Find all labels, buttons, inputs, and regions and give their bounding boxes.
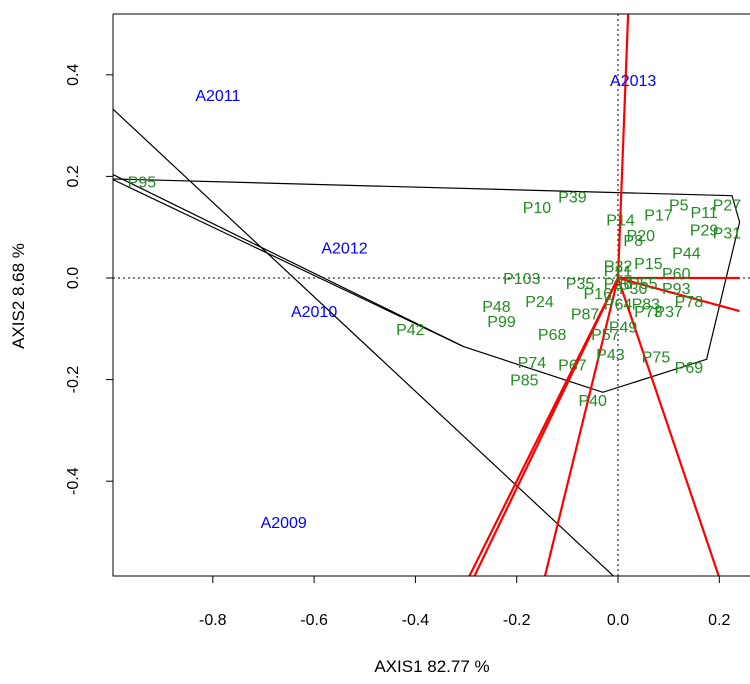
x-tick-label: 0.2 (708, 612, 730, 629)
genotype-label-p11: P11 (690, 205, 717, 222)
genotype-label-p29: P29 (690, 223, 719, 240)
genotype-label-p35: P35 (566, 276, 595, 293)
environment-label-a2009: A2009 (261, 515, 307, 532)
genotype-label-p15: P15 (634, 256, 663, 273)
environment-labels: A2011 A2013 A2012 A2010 A2009 (195, 73, 656, 532)
genotype-label-p27: P27 (713, 197, 742, 214)
environment-vector-4 (616, 277, 720, 576)
genotype-label-p55: P55 (629, 276, 658, 293)
genotype-label-p95: P95 (128, 174, 157, 191)
genotype-label-p16: P16 (584, 286, 613, 303)
perpendicular-line-2 (113, 173, 464, 348)
x-axis: -0.8 -0.6 -0.4 -0.2 0.0 0.2 (199, 576, 731, 629)
x-tick-label: -0.6 (300, 612, 328, 629)
genotype-label-p40: P40 (578, 393, 607, 410)
perpendicular-lines (113, 108, 615, 576)
environment-vector-7 (473, 277, 619, 576)
genotype-label-p103: P103 (503, 271, 540, 288)
genotype-label-p31: P31 (713, 225, 742, 242)
genotype-label-p87: P87 (571, 307, 600, 324)
genotype-label-p30: P30 (619, 281, 648, 298)
genotype-label-p24: P24 (525, 294, 554, 311)
genotype-label-p67: P67 (558, 357, 587, 374)
environment-label-a2011: A2011 (195, 88, 240, 105)
genotype-label-p20: P20 (627, 228, 656, 245)
genotype-label-p8: P8 (623, 233, 643, 250)
genotype-label-p60: P60 (662, 266, 691, 283)
y-axis: -0.4 -0.2 0.0 0.2 0.4 (65, 64, 113, 495)
y-tick-label: -0.4 (65, 467, 82, 495)
x-tick-label: 0.0 (607, 612, 629, 629)
y-tick-label: -0.2 (65, 366, 82, 394)
environment-label-a2013: A2013 (610, 73, 656, 90)
perpendicular-line-1 (113, 108, 615, 576)
x-tick-label: -0.8 (199, 612, 227, 629)
y-tick-label: 0.4 (65, 64, 82, 86)
environment-vector-5 (543, 277, 620, 576)
environment-label-a2010: A2010 (291, 304, 337, 321)
environment-vector-3 (617, 276, 740, 313)
genotype-label-p5: P5 (669, 197, 689, 214)
genotype-label-p74: P74 (518, 355, 547, 372)
genotype-label-p93: P93 (662, 281, 691, 298)
plot-frame (112, 13, 750, 577)
genotype-label-p64: P64 (604, 296, 633, 313)
genotype-label-p83: P83 (632, 296, 661, 313)
genotype-label-p43: P43 (596, 347, 625, 364)
genotype-label-p75: P75 (642, 350, 671, 367)
genotype-label-p26: P26 (604, 276, 633, 293)
genotype-label-p44: P44 (672, 246, 701, 263)
environment-vectors (468, 14, 740, 576)
environment-label-a2012: A2012 (321, 241, 367, 258)
genotype-label-p39: P39 (558, 190, 587, 207)
genotype-label-p14: P14 (606, 213, 635, 230)
genotype-label-p48: P48 (482, 299, 511, 316)
genotype-label-p57: P57 (591, 327, 620, 344)
genotype-label-p17: P17 (644, 208, 673, 225)
environment-vector-1 (616, 14, 630, 279)
y-tick-label: 0.2 (65, 165, 82, 187)
genotype-label-p78: P78 (675, 294, 704, 311)
genotype-label-p73: P73 (634, 304, 663, 321)
genotype-label-p85: P85 (510, 373, 539, 390)
x-tick-label: -0.2 (503, 612, 531, 629)
y-axis-label: AXIS2 8.68 % (9, 243, 28, 349)
x-tick-label: -0.4 (402, 612, 430, 629)
genotype-label-p99: P99 (487, 314, 516, 331)
genotype-label-p10: P10 (523, 200, 552, 217)
y-tick-label: 0.0 (65, 267, 82, 289)
x-axis-label: AXIS1 82.77 % (374, 657, 489, 676)
genotype-label-p68: P68 (538, 327, 567, 344)
genotype-label-p22: P22 (604, 258, 633, 275)
genotype-label-p37: P37 (654, 304, 683, 321)
genotype-label-p49: P49 (609, 319, 638, 336)
genotype-label-p21: P21 (604, 263, 633, 280)
genotype-label-p42: P42 (396, 322, 425, 339)
genotype-label-p69: P69 (675, 360, 704, 377)
